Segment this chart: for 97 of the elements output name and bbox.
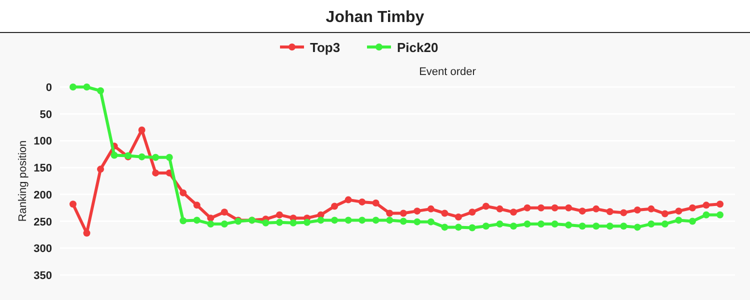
point — [138, 153, 146, 160]
point — [482, 222, 490, 230]
y-tick-label: 0 — [46, 82, 52, 94]
point — [454, 213, 462, 220]
point — [97, 166, 104, 173]
point — [386, 210, 394, 217]
point — [70, 84, 76, 90]
point — [648, 205, 655, 212]
point — [152, 154, 160, 161]
point — [427, 218, 434, 226]
point — [551, 220, 558, 228]
point — [510, 208, 518, 216]
point — [578, 222, 586, 230]
point — [358, 216, 366, 224]
point — [166, 154, 173, 161]
point — [592, 205, 600, 212]
point — [400, 218, 407, 225]
point — [496, 220, 504, 228]
y-tick-label: 250 — [34, 216, 52, 228]
legend-label: Top3 — [310, 40, 340, 55]
y-tick-label: 200 — [34, 189, 52, 202]
point — [70, 200, 76, 208]
point — [661, 220, 668, 228]
point — [344, 216, 352, 224]
point — [331, 216, 338, 224]
point — [304, 218, 311, 226]
point — [441, 224, 448, 231]
y-tick-label: 50 — [40, 108, 52, 121]
point — [276, 211, 283, 218]
point — [468, 208, 476, 216]
point — [454, 224, 462, 231]
point — [538, 204, 545, 212]
point — [400, 210, 407, 217]
point — [152, 169, 160, 176]
point — [688, 218, 696, 225]
point — [468, 224, 476, 232]
x-axis-title: Event order — [419, 66, 476, 78]
point — [110, 152, 118, 159]
point — [524, 204, 531, 212]
point — [331, 202, 338, 210]
point — [290, 219, 297, 226]
point — [565, 204, 572, 212]
point — [276, 218, 283, 226]
point — [482, 202, 490, 210]
point — [414, 208, 421, 215]
point — [620, 209, 628, 216]
point — [496, 205, 504, 212]
point — [97, 87, 104, 94]
point — [524, 220, 531, 228]
point — [606, 208, 614, 216]
point — [220, 208, 228, 216]
point — [661, 210, 668, 218]
point — [386, 216, 394, 224]
point — [180, 217, 187, 224]
point — [207, 220, 214, 228]
point — [565, 222, 572, 229]
y-tick-label: 100 — [34, 136, 52, 148]
point — [702, 211, 710, 218]
point — [538, 220, 545, 228]
point — [427, 205, 434, 212]
point — [344, 196, 352, 204]
point — [606, 222, 614, 230]
point — [688, 204, 696, 212]
point — [648, 220, 655, 228]
point — [675, 216, 682, 224]
point — [675, 208, 682, 215]
point — [262, 219, 270, 226]
y-tick-label: 350 — [34, 270, 52, 282]
point — [414, 218, 421, 226]
point — [83, 84, 90, 90]
point — [220, 220, 228, 228]
y-axis-title: Ranking position — [17, 140, 29, 222]
legend-label: Pick20 — [397, 40, 438, 55]
point — [180, 189, 187, 196]
point — [193, 202, 200, 209]
point — [578, 208, 586, 215]
point — [372, 216, 380, 224]
point — [716, 200, 724, 208]
point — [441, 210, 448, 217]
point — [702, 202, 710, 209]
point — [716, 211, 724, 218]
chart-title: Johan Timby — [326, 9, 424, 26]
point — [193, 216, 200, 224]
point — [620, 222, 628, 230]
y-tick-label: 150 — [34, 162, 52, 175]
point — [358, 198, 366, 206]
point — [592, 222, 600, 230]
point — [551, 204, 558, 212]
point — [510, 222, 518, 230]
point — [138, 126, 146, 134]
point — [317, 216, 324, 224]
point — [372, 200, 380, 207]
point — [83, 230, 90, 237]
point — [634, 224, 641, 231]
point — [634, 206, 641, 214]
point — [207, 214, 214, 222]
y-tick-label: 300 — [34, 243, 52, 256]
